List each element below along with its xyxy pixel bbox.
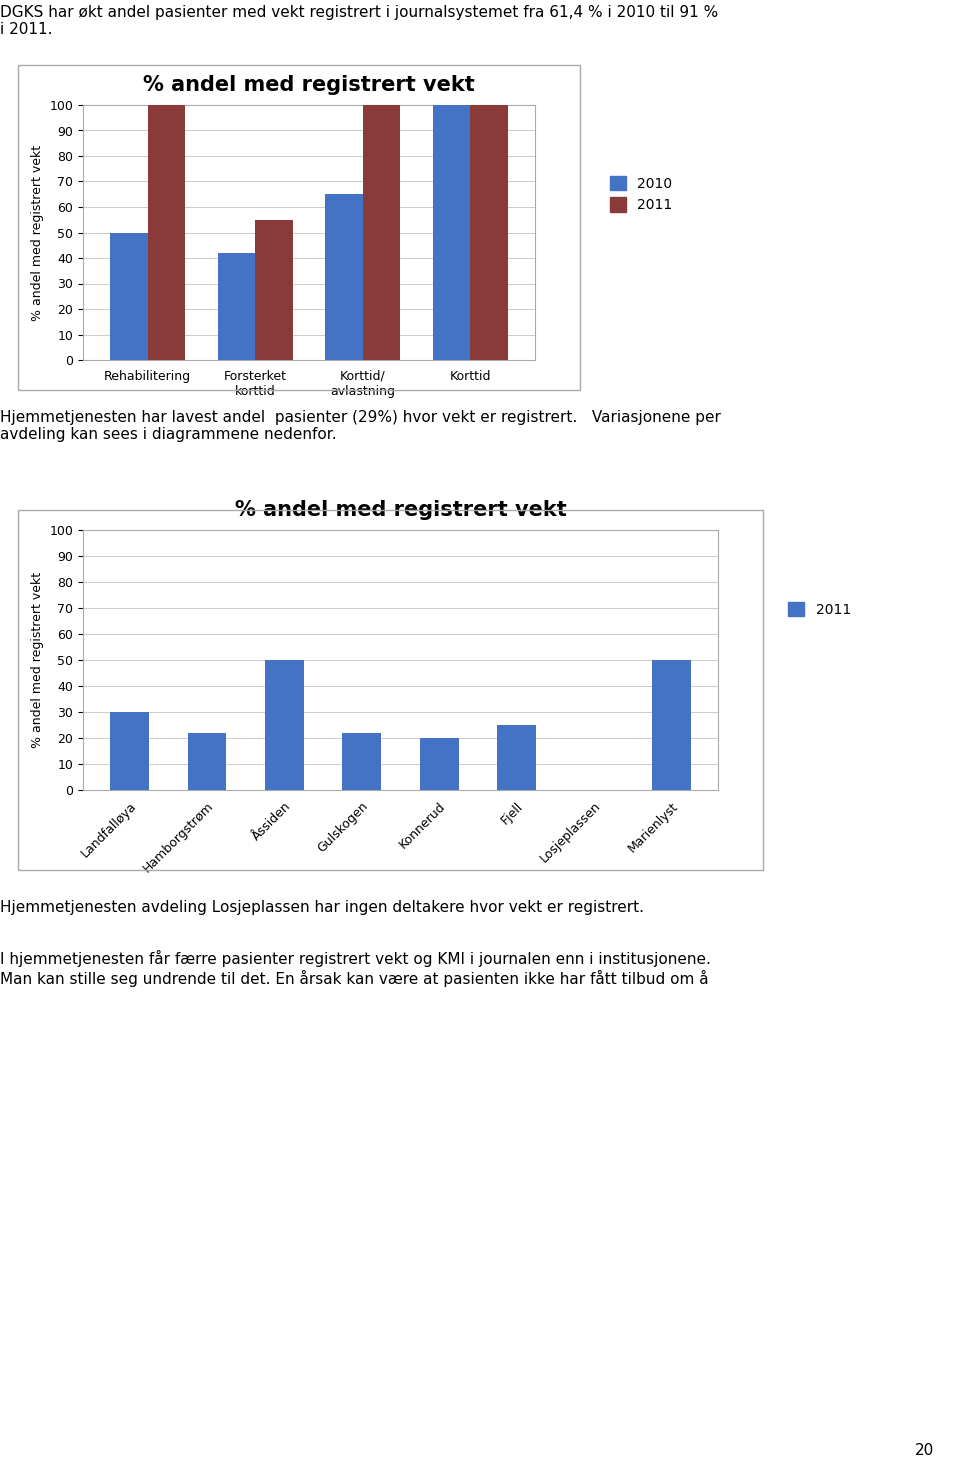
Bar [363, 105, 400, 359]
Y-axis label: % andel med registrert vekt: % andel med registrert vekt [31, 144, 44, 321]
Bar [325, 194, 363, 359]
Text: I hjemmetjenesten får færre pasienter registrert vekt og KMI i journalen enn i i: I hjemmetjenesten får færre pasienter re… [0, 950, 710, 987]
Bar [343, 732, 381, 790]
Legend: 2011: 2011 [788, 602, 851, 617]
Text: DGKS har økt andel pasienter med vekt registrert i journalsystemet fra 61,4 % i : DGKS har økt andel pasienter med vekt re… [0, 4, 718, 37]
Title: % andel med registrert vekt: % andel med registrert vekt [143, 75, 475, 96]
Bar [652, 660, 691, 790]
Bar [255, 219, 293, 359]
Bar [497, 725, 536, 790]
Legend: 2010, 2011: 2010, 2011 [610, 175, 673, 212]
Bar [470, 105, 508, 359]
Bar [109, 233, 148, 359]
Bar [218, 253, 255, 359]
Bar [265, 660, 303, 790]
Bar [187, 732, 227, 790]
Text: Hjemmetjenesten har lavest andel  pasienter (29%) hvor vekt er registrert.   Var: Hjemmetjenesten har lavest andel pasient… [0, 409, 721, 442]
Text: Hjemmetjenesten avdeling Losjeplassen har ingen deltakere hvor vekt er registrer: Hjemmetjenesten avdeling Losjeplassen ha… [0, 900, 644, 915]
Text: 20: 20 [916, 1444, 935, 1458]
Bar [420, 738, 459, 790]
Bar [110, 711, 149, 790]
Title: % andel med registrert vekt: % andel med registrert vekt [234, 501, 566, 520]
Y-axis label: % andel med registrert vekt: % andel med registrert vekt [31, 572, 44, 748]
Bar [433, 105, 470, 359]
Bar [148, 105, 185, 359]
